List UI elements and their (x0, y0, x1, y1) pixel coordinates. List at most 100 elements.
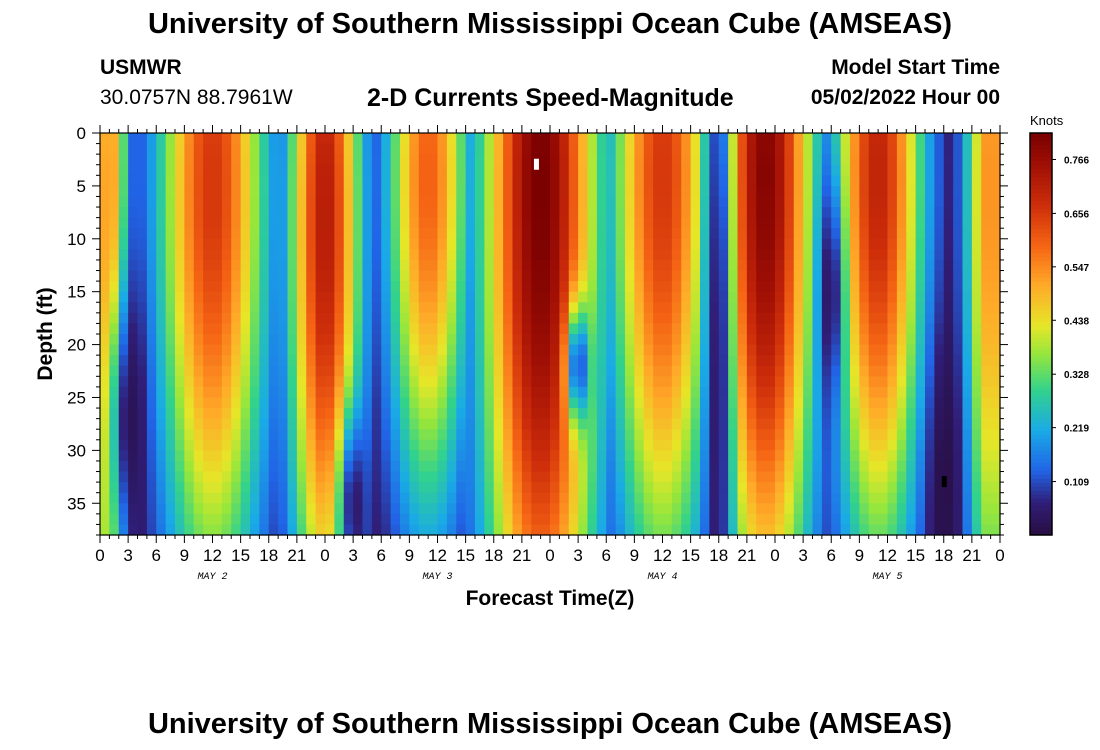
heatmap-cell (925, 154, 935, 166)
heatmap-cell (231, 238, 242, 250)
heatmap-cell (671, 429, 682, 441)
heatmap-cell (100, 460, 110, 473)
heatmap-cell (887, 524, 898, 536)
heatmap-cell (793, 482, 804, 494)
heatmap-cell (306, 513, 317, 526)
heatmap-cell (578, 281, 589, 293)
heatmap-cell (728, 471, 739, 483)
heatmap-cell (287, 281, 298, 293)
heatmap-cell (118, 270, 129, 282)
heatmap-cell (896, 439, 907, 451)
heatmap-cell (915, 154, 926, 166)
heatmap-cell (221, 397, 232, 409)
heatmap-cell (803, 154, 814, 166)
heatmap-cell (831, 143, 842, 155)
heatmap-cell (803, 312, 814, 325)
heatmap-cell (437, 312, 448, 325)
heatmap-cell (437, 513, 448, 526)
heatmap-cell (146, 365, 157, 377)
heatmap-cell (268, 397, 279, 409)
heatmap-cell (981, 503, 992, 515)
heatmap-cell (521, 228, 532, 240)
heatmap-cell (925, 323, 935, 335)
heatmap-cell (390, 207, 401, 219)
heatmap-cell (175, 439, 185, 451)
heatmap-cell (850, 154, 860, 166)
heatmap-cell (428, 503, 439, 515)
heatmap-cell (756, 185, 767, 198)
colorbar-segment (1030, 382, 1052, 387)
heatmap-cell (221, 503, 232, 515)
heatmap-cell (784, 450, 795, 462)
heatmap-cell (437, 386, 448, 399)
heatmap-cell (821, 418, 832, 430)
heatmap-cell (437, 376, 448, 388)
heatmap-cell (587, 291, 598, 303)
heatmap-cell (287, 238, 298, 250)
heatmap-cell (137, 185, 148, 198)
heatmap-cell (868, 471, 879, 483)
heatmap-cell (812, 238, 823, 250)
heatmap-cell (934, 344, 945, 356)
heatmap-cell (700, 238, 710, 250)
colorbar-segment (1030, 418, 1052, 423)
heatmap-cell (990, 408, 1001, 420)
heatmap-cell (718, 429, 729, 441)
heatmap-cell (503, 408, 514, 420)
heatmap-cell (521, 281, 532, 293)
heatmap-cell (671, 175, 682, 187)
heatmap-cell (550, 185, 560, 198)
heatmap-cell (446, 524, 457, 536)
heatmap-cell (559, 228, 570, 240)
heatmap-cell (409, 503, 420, 515)
heatmap-cell (775, 376, 785, 388)
heatmap-cell (868, 185, 879, 198)
heatmap-cell (784, 482, 795, 494)
heatmap-cell (681, 281, 692, 293)
heatmap-cell (746, 164, 757, 176)
heatmap-cell (165, 439, 176, 451)
heatmap-cell (981, 175, 992, 187)
heatmap-cell (156, 471, 167, 483)
heatmap-cell (943, 503, 954, 515)
heatmap-cell (512, 376, 523, 388)
heatmap-cell (465, 217, 476, 229)
heatmap-cell (306, 334, 317, 346)
heatmap-cell (484, 344, 495, 356)
heatmap-cell (625, 408, 635, 420)
heatmap-cell (165, 249, 176, 261)
heatmap-cell (859, 175, 870, 187)
heatmap-cell (925, 439, 935, 451)
heatmap-cell (578, 513, 589, 526)
heatmap-cell (662, 492, 673, 504)
heatmap-cell (531, 133, 542, 145)
heatmap-cell (371, 334, 382, 346)
heatmap-cell (737, 482, 748, 494)
heatmap-cell (896, 175, 907, 187)
heatmap-cell (662, 408, 673, 420)
heatmap-cell (550, 196, 560, 208)
heatmap-cell (268, 312, 279, 325)
heatmap-cell (859, 259, 870, 272)
heatmap-cell (737, 217, 748, 229)
heatmap-cell (531, 312, 542, 325)
heatmap-cell (409, 196, 420, 208)
heatmap-cell (362, 524, 373, 536)
heatmap-cell (943, 492, 954, 504)
heatmap-cell (493, 270, 504, 282)
colorbar-segment (1030, 334, 1052, 339)
heatmap-cell (803, 302, 814, 314)
heatmap-cell (484, 164, 495, 176)
heatmap-cell (643, 482, 654, 494)
heatmap-cell (746, 397, 757, 409)
heatmap-cell (296, 365, 307, 377)
heatmap-cell (493, 143, 504, 155)
heatmap-cell (165, 344, 176, 356)
heatmap-cell (390, 408, 401, 420)
heatmap-cell (578, 524, 589, 536)
heatmap-cell (634, 513, 645, 526)
heatmap-cell (475, 164, 485, 176)
heatmap-cell (175, 259, 185, 272)
heatmap-cell (934, 312, 945, 325)
heatmap-cell (662, 376, 673, 388)
